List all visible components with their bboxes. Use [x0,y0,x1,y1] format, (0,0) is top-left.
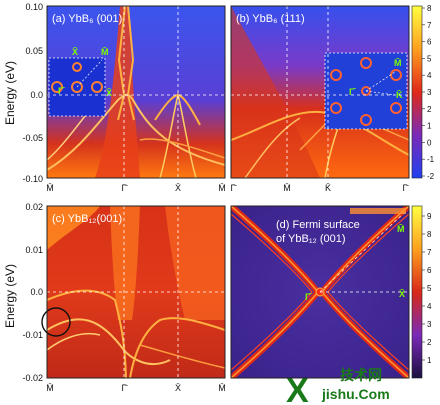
x-tick-c-2: X̄ [175,383,181,393]
x-tick-b-2: K̄ [325,183,331,193]
x-tick-a-1: Γ̄ [122,183,129,193]
y-tick-a-0: 0.10 [25,2,43,12]
cbar1-ticks-label-4: 4 [427,71,432,80]
d-point-label-x: X̄ [399,289,405,299]
cbar2-ticks-label-1: 8 [427,230,432,239]
cbar1-ticks-label-3: 5 [427,54,432,63]
panel-b-bands [231,6,409,178]
colorbar-top-ticks: 8 7 6 5 4 3 2 1 0 -1 -2 [422,4,435,181]
panel-a-y-axis: 0.10 0.05 0.0 -0.05 -0.10 [22,2,43,184]
x-tick-a-0: M̄ [46,183,54,193]
watermark-chinese: 技术网 [340,367,382,383]
inset-label-gamma: Γ̄ [58,86,65,96]
x-tick-a-3: M̄ [218,183,226,193]
cbar1-ticks-label-2: 6 [427,38,432,47]
inset-pocket-left [51,81,63,93]
colorbar-bottom-gradient [411,205,423,379]
inset-pocket-top [72,62,82,72]
y-axis-title-a: Energy (eV) [3,61,17,125]
y-tick-c-4: -0.02 [22,373,43,383]
cbar2-ticks-label-5: 4 [427,302,432,311]
panel-a: X̄ M̄ Γ̄ X̄ (a) YbB₆ (001) 0.10 0.05 0.0… [3,2,226,193]
x-tick-a-2: X̄ [175,183,181,193]
d-point-label-m: M̄ [397,224,405,234]
panel-a-bands [47,6,225,178]
panel-c-label: (c) YbB₁₂(001) [52,213,122,225]
cbar2-ticks-label-0: 9 [427,212,432,221]
b-inset-pocket-5 [390,102,402,114]
b-inset-pocket-2 [330,102,342,114]
y-tick-a-4: -0.10 [22,174,43,184]
y-tick-a-1: 0.05 [25,46,43,56]
y-tick-a-3: -0.05 [22,133,43,143]
panel-b-x-axis: Γ̄ M̄ K̄ Γ̄ [231,183,410,193]
b-inset-label-gamma: Γ̄ [349,87,356,97]
cbar2-ticks-label-2: 7 [427,248,432,257]
panel-c-highlight-circle [41,307,71,337]
panel-b-frame [230,5,410,179]
panel-b: M̄ Γ̄ K̄ (b) YbB₆ (111) Γ̄ M̄ K̄ Γ̄ [230,5,410,193]
panel-c-x-axis: M̄ Γ̄ X̄ M̄ [46,383,226,393]
colorbar-bottom: 9 8 7 6 5 4 3 2 1 [411,205,432,379]
d-point-label-gamma: Γ̄ [305,292,312,302]
b-inset-pocket-6 [360,114,372,126]
cbar2-ticks-label-6: 3 [427,320,432,329]
colorbar-top: 8 7 6 5 4 3 2 1 0 -1 -2 [411,4,435,181]
panel-c-bands [47,206,225,378]
x-tick-b-0: Γ̄ [231,183,238,193]
b-inset-pocket-3 [360,57,372,69]
y-tick-a-2: 0.0 [30,90,43,100]
cbar2-ticks-label-7: 2 [427,338,432,347]
cbar2-ticks-label-4: 5 [427,284,432,293]
inset-pocket-center [71,81,83,93]
colorbar-top-gradient [411,5,423,179]
inset-label-m: M̄ [101,47,109,57]
cbar1-ticks-label-5: 3 [427,88,432,97]
b-inset-label-m: M̄ [394,58,402,68]
watermark-x: X [286,372,309,405]
panel-a-x-axis: M̄ Γ̄ X̄ M̄ [46,183,226,193]
panel-c-frame [46,205,226,379]
x-tick-c-3: M̄ [218,383,226,393]
panel-d-frame [230,205,410,379]
colorbar-bottom-ticks: 9 8 7 6 5 4 3 2 1 [422,212,432,365]
cbar1-ticks-label-6: 2 [427,105,432,114]
y-axis-title-c: Energy (eV) [3,264,17,328]
inset-pocket-right [91,81,103,93]
panel-d-label-line2: of YbB₁₂ (001) [276,233,346,245]
cbar1-ticks-label-10: -2 [427,172,435,181]
x-tick-c-0: M̄ [46,383,54,393]
panel-a-label: (a) YbB₆ (001) [52,13,122,25]
y-tick-c-2: 0.0 [30,287,43,297]
inset-label-x-top: X̄ [72,47,78,57]
panel-c: (c) YbB₁₂(001) 0.02 0.01 0.0 -0.01 -0.02… [3,202,226,393]
panel-c-y-axis: 0.02 0.01 0.0 -0.01 -0.02 [22,202,43,383]
cbar1-ticks-label-1: 7 [427,21,432,30]
watermark-domain: jishu.Com [321,386,390,402]
cbar2-ticks-label-3: 6 [427,266,432,275]
panel-d: (d) Fermi surface of YbB₁₂ (001) M̄ Γ̄ X… [230,205,410,379]
cbar1-ticks-label-9: -1 [427,155,435,164]
inset-label-x-right: X̄ [106,88,112,98]
panel-b-label: (b) YbB₆ (111) [236,13,305,25]
panel-d-label-line1: (d) Fermi surface [276,219,360,231]
x-tick-b-1: M̄ [283,183,291,193]
watermark: X 技术网 jishu.Com [286,367,390,405]
cbar2-ticks-label-8: 1 [427,356,432,365]
b-inset-pocket-1 [330,69,342,81]
x-tick-b-3: Γ̄ [403,183,410,193]
cbar1-ticks-label-8: 0 [427,138,432,147]
cbar1-ticks-label-7: 1 [427,122,432,131]
y-tick-c-1: 0.01 [25,245,43,255]
panel-d-fermi-contours [231,206,409,378]
x-tick-c-1: Γ̄ [122,383,129,393]
cbar1-ticks-label-0: 8 [427,4,432,13]
y-tick-c-3: -0.01 [22,330,43,340]
y-tick-c-0: 0.02 [25,202,43,212]
panel-a-frame [46,5,226,179]
